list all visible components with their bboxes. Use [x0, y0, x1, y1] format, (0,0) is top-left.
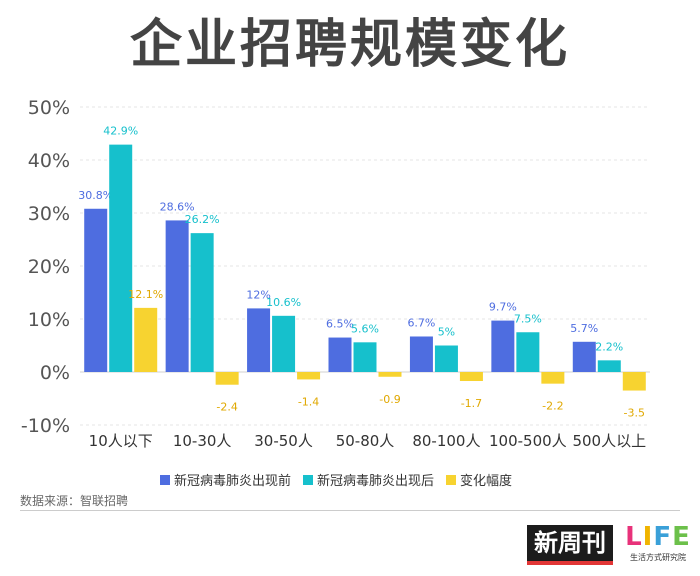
y-tick-label: 0%: [40, 362, 70, 384]
bar: [215, 372, 239, 385]
data-label: 7.5%: [514, 312, 542, 325]
x-tick-label: 80-100人: [412, 432, 480, 450]
legend-swatch: [303, 474, 314, 485]
data-label: 10.6%: [266, 296, 301, 309]
data-label: 30.8%: [78, 189, 113, 202]
life-letter-l: L: [625, 522, 643, 552]
bar: [516, 332, 540, 372]
y-tick-label: -10%: [21, 415, 70, 437]
legend: 新冠病毒肺炎出现前 新冠病毒肺炎出现后 变化幅度: [160, 470, 512, 489]
y-tick-label: 20%: [28, 256, 70, 278]
data-label: -1.7: [461, 397, 482, 410]
data-label: 2.2%: [595, 340, 623, 353]
bar: [328, 337, 352, 372]
bar: [109, 144, 133, 372]
data-label: 5.7%: [570, 322, 598, 335]
bar: [134, 307, 158, 372]
legend-item: 新冠病毒肺炎出现后: [303, 470, 434, 489]
bar: [572, 341, 596, 372]
life-letter-f: F: [653, 522, 673, 552]
x-tick-label: 100-500人: [489, 432, 567, 450]
data-label: -2.4: [216, 401, 237, 414]
life-letter-i: I: [642, 522, 654, 552]
legend-item: 变化幅度: [446, 470, 512, 489]
bar: [622, 372, 646, 391]
data-label: 5%: [438, 326, 455, 339]
bar: [541, 372, 565, 384]
data-label: 28.6%: [160, 200, 195, 213]
life-letter-e: E: [672, 522, 691, 552]
legend-swatch: [160, 474, 170, 485]
legend-swatch: [446, 474, 457, 485]
bar: [434, 345, 458, 372]
legend-label: 新冠病毒肺炎出现后: [317, 474, 435, 489]
data-label: 12.1%: [128, 288, 163, 301]
x-tick-label: 30-50人: [254, 432, 313, 450]
bar: [297, 372, 321, 380]
data-label: 26.2%: [185, 213, 220, 226]
x-tick-label: 10-30人: [173, 432, 232, 450]
bar: [353, 342, 377, 372]
bar: [378, 372, 402, 377]
data-label: 42.9%: [103, 125, 138, 138]
bar: [597, 360, 621, 372]
y-tick-label: 40%: [28, 150, 70, 172]
bar: [84, 208, 108, 372]
bar: [247, 308, 271, 372]
life-logo-subtitle: 生活方式研究院: [630, 553, 686, 562]
x-tick-label: 50-80人: [336, 432, 395, 450]
xinzhoukan-logo: 新周刊: [527, 525, 613, 565]
data-label: 6.5%: [326, 318, 354, 331]
bar: [459, 372, 483, 382]
x-tick-label: 10人以下: [89, 432, 153, 450]
legend-label: 新冠病毒肺炎出现前: [174, 474, 292, 489]
data-label: -0.9: [379, 393, 400, 406]
bar: [165, 220, 189, 372]
data-label: 12%: [246, 288, 270, 301]
legend-item: 新冠病毒肺炎出现前: [160, 470, 291, 489]
x-tick-label: 500人以上: [572, 432, 646, 450]
y-tick-label: 10%: [28, 309, 70, 331]
chart-title: 企业招聘规模变化: [129, 15, 570, 75]
divider: [20, 510, 680, 511]
legend-label: 变化幅度: [460, 474, 513, 489]
y-tick-label: 30%: [28, 203, 70, 225]
bar: [272, 315, 296, 372]
bar: [409, 336, 433, 372]
y-tick-label: 50%: [28, 97, 70, 119]
life-logo-word: LIFE: [622, 522, 694, 552]
bar: [190, 233, 214, 372]
data-label: 9.7%: [489, 301, 517, 314]
data-label: -2.2: [542, 400, 563, 413]
data-label: 6.7%: [407, 316, 435, 329]
data-label: 5.6%: [351, 322, 379, 335]
life-logo: LIFE 生活方式研究院: [622, 522, 694, 570]
data-label: -3.5: [624, 407, 645, 420]
bar: [491, 320, 515, 372]
bar-chart: 50% 40% 30% 20% 10% 0% -10% 30.8% 42.9% 12.1% 10人以…: [21, 97, 650, 450]
data-label: -1.4: [298, 395, 319, 408]
source-note: 数据来源：智联招聘: [20, 494, 129, 508]
